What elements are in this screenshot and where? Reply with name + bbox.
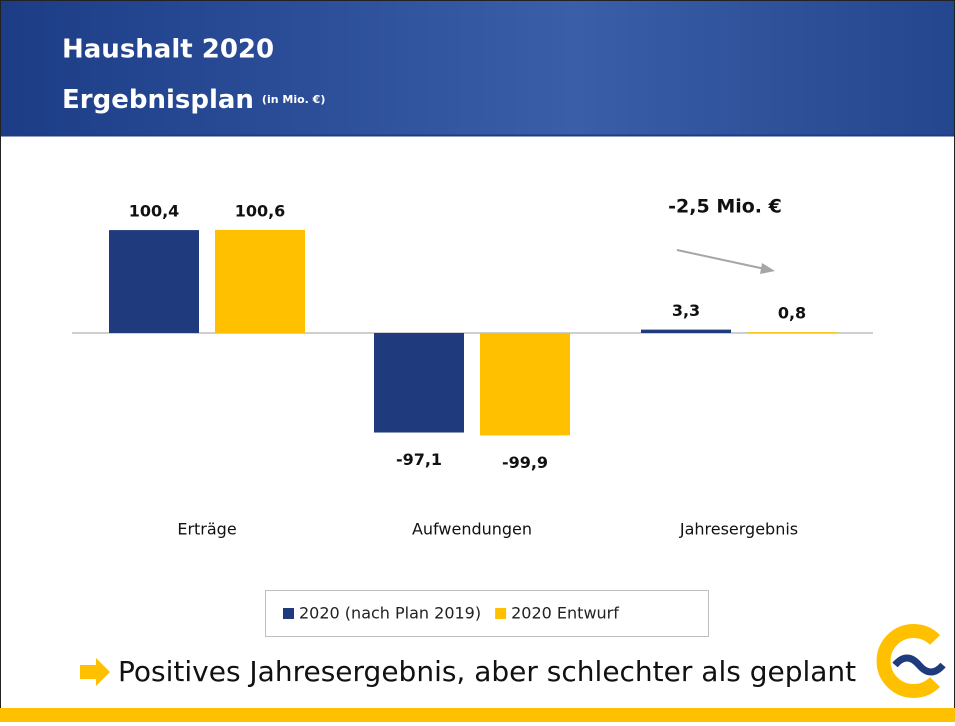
value-label: 0,8 — [778, 304, 806, 323]
bullet-arrow — [80, 658, 110, 686]
annotation: -2,5 Mio. € — [668, 196, 782, 218]
logo — [876, 624, 946, 698]
category-label: Erträge — [177, 520, 236, 539]
legend-swatch — [495, 608, 507, 619]
value-label: 3,3 — [672, 301, 700, 320]
unit: (in Mio. €) — [262, 93, 325, 106]
footer-band — [0, 708, 955, 722]
legend-swatch — [283, 608, 294, 619]
bar — [480, 333, 570, 436]
subtitle: Ergebnisplan (in Mio. €) — [62, 85, 325, 115]
legend-label: 2020 Entwurf — [511, 604, 619, 623]
category-label: Jahresergebnis — [679, 520, 798, 539]
bar — [215, 229, 305, 333]
value-label: 100,4 — [129, 202, 180, 221]
footer-text: Positives Jahresergebnis, aber schlechte… — [118, 655, 856, 688]
legend-label: 2020 (nach Plan 2019) — [299, 604, 481, 623]
bar — [374, 333, 464, 433]
annotation-arrow — [676, 249, 766, 270]
legend — [265, 590, 709, 637]
annotation-arrow-head — [760, 263, 775, 274]
title: Haushalt 2020 — [62, 35, 274, 65]
subtitle-text: Ergebnisplan — [62, 85, 254, 115]
header-band — [0, 0, 955, 135]
value-label: -99,9 — [502, 453, 548, 472]
bar — [747, 332, 837, 333]
bar — [641, 329, 731, 333]
bar — [109, 230, 199, 333]
value-label: -97,1 — [396, 450, 442, 469]
category-label: Aufwendungen — [412, 520, 532, 539]
value-label: 100,6 — [235, 201, 286, 220]
